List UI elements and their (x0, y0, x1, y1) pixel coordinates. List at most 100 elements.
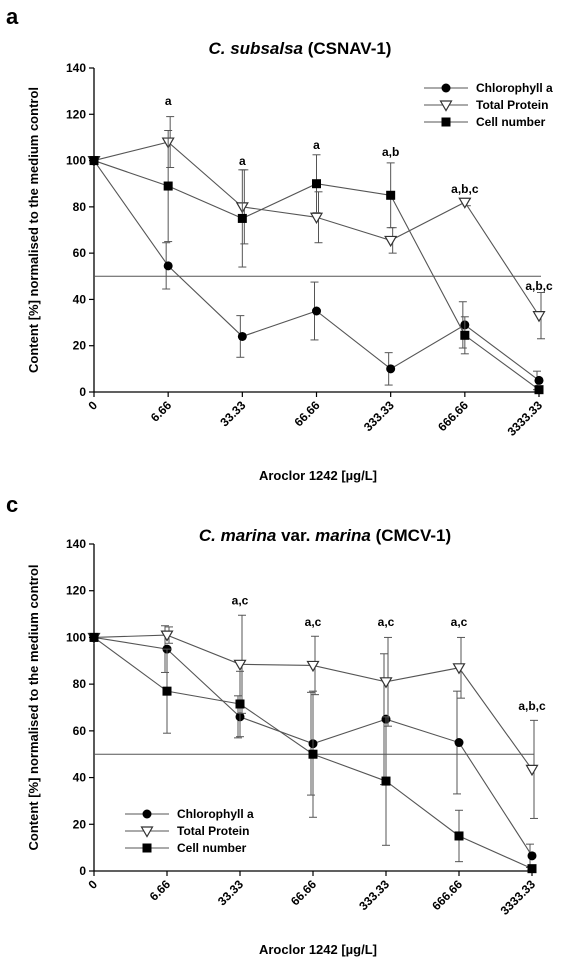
x-tick-label: 6.66 (148, 398, 175, 425)
data-point (237, 331, 247, 341)
y-tick-label: 80 (73, 200, 87, 214)
legend-marker (142, 809, 152, 819)
data-point (233, 659, 247, 671)
panel-a: a C. subsalsa (CSNAV-1) 0 20 40 60 80 100 120 14… (6, 4, 553, 483)
annotation-label: a (239, 154, 246, 168)
data-point (527, 851, 537, 861)
annotation-label: a,c (232, 594, 249, 608)
annotation-label: a,c (305, 615, 322, 629)
x-tick-label: 66.66 (288, 877, 319, 908)
title-rest: (CSNAV-1) (303, 39, 391, 58)
title-italic: C. marina (199, 526, 276, 545)
legend-marker (140, 826, 154, 838)
data-point (163, 181, 173, 191)
x-tick-label: 33.33 (215, 877, 246, 908)
series-cell-number (89, 129, 544, 395)
legend-marker (439, 100, 453, 112)
x-tick-label: 666.66 (435, 398, 471, 434)
chart-title: C. marina var. marina (CMCV-1) (199, 526, 451, 545)
data-point (460, 330, 470, 340)
y-axis-label: Content [%] normalised to the medium con… (26, 564, 41, 850)
data-point (384, 235, 398, 248)
data-point (162, 686, 172, 696)
data-point (89, 156, 99, 166)
legend-item: Total Protein (125, 824, 249, 838)
data-point (379, 677, 393, 689)
annotation-label: a,b,c (525, 279, 553, 293)
legend-item: Cell number (125, 841, 247, 855)
x-tick-label: 33.33 (217, 398, 248, 429)
data-point (386, 190, 396, 200)
data-point (89, 632, 99, 642)
annotation-label: a,b,c (518, 699, 546, 713)
x-axis-label: Aroclor 1242 [µg/L] (259, 942, 377, 957)
panel-letter: a (6, 4, 19, 29)
annotation-label: a,c (451, 615, 468, 629)
y-tick-label: 100 (66, 630, 86, 644)
data-point (454, 738, 464, 748)
x-tick-label: 0 (85, 877, 100, 892)
legend-label: Chlorophyll a (177, 807, 254, 821)
annotation-label: a (165, 94, 172, 108)
legend-item: Chlorophyll a (424, 81, 553, 95)
legend-item: Total Protein (424, 98, 548, 112)
data-point (235, 699, 245, 709)
x-axis-label: Aroclor 1242 [µg/L] (259, 468, 377, 483)
panel-c: c C. marina var. marina (CMCV-1) 0 20 40 60 8… (0, 490, 587, 962)
y-tick-label: 120 (66, 107, 86, 121)
annotation-label: a,b,c (451, 182, 479, 196)
annotation-label: a,b (382, 145, 399, 159)
y-tick-label: 20 (73, 817, 87, 831)
y-tick-label: 40 (73, 292, 87, 306)
chart-a: C. subsalsa (CSNAV-1) 0 20 40 60 80 100 120 140 0… (26, 39, 553, 483)
title-italic2: marina (315, 526, 371, 545)
title-rest: (CMCV-1) (371, 526, 451, 545)
chart-c: C. marina var. marina (CMCV-1) 0 20 40 60 80 1… (26, 526, 546, 957)
panel-letter: c (6, 492, 19, 517)
title-mid: var. (276, 526, 315, 545)
data-point (312, 179, 321, 189)
legend-label: Total Protein (177, 824, 249, 838)
data-point (160, 630, 174, 642)
series-cell-number (89, 632, 537, 874)
legend-label: Chlorophyll a (476, 81, 553, 95)
data-point (454, 831, 464, 841)
y-tick-label: 120 (66, 584, 86, 598)
y-tick-label: 80 (73, 677, 87, 691)
y-tick-label: 0 (79, 864, 86, 878)
legend-item: Chlorophyll a (125, 807, 254, 821)
y-axis-label: Content [%] normalised to the medium con… (26, 87, 41, 373)
legend-label: Cell number (177, 841, 247, 855)
data-point (532, 311, 546, 323)
y-tick-label: 60 (73, 246, 87, 260)
x-tick-label: 3333.33 (498, 877, 539, 918)
y-tick-label: 100 (66, 154, 86, 168)
data-point (458, 197, 472, 209)
y-tick-label: 20 (73, 339, 87, 353)
legend-marker (441, 117, 451, 127)
legend-label: Cell number (476, 115, 546, 129)
x-tick-label: 6.66 (147, 877, 174, 904)
data-point (308, 749, 318, 759)
chart-title: C. subsalsa (CSNAV-1) (209, 39, 392, 58)
x-tick-label: 66.66 (291, 398, 322, 429)
data-point (534, 375, 544, 385)
x-tick-label: 3333.33 (505, 398, 546, 439)
title-italic: C. subsalsa (209, 39, 304, 58)
x-tick-label: 333.33 (361, 398, 397, 434)
y-tick-label: 60 (73, 724, 87, 738)
data-point (452, 663, 466, 675)
legend-item: Cell number (424, 115, 546, 129)
legend-marker (441, 83, 451, 93)
annotation-label: a,c (378, 615, 395, 629)
data-point (525, 764, 539, 777)
data-point (309, 212, 324, 224)
annotation-label: a (313, 138, 320, 152)
y-tick-label: 40 (73, 771, 87, 785)
data-point (527, 864, 537, 874)
data-point (386, 364, 396, 374)
data-point (306, 660, 320, 673)
legend-marker (142, 843, 152, 853)
data-point (237, 213, 247, 223)
y-tick-label: 140 (66, 537, 86, 551)
